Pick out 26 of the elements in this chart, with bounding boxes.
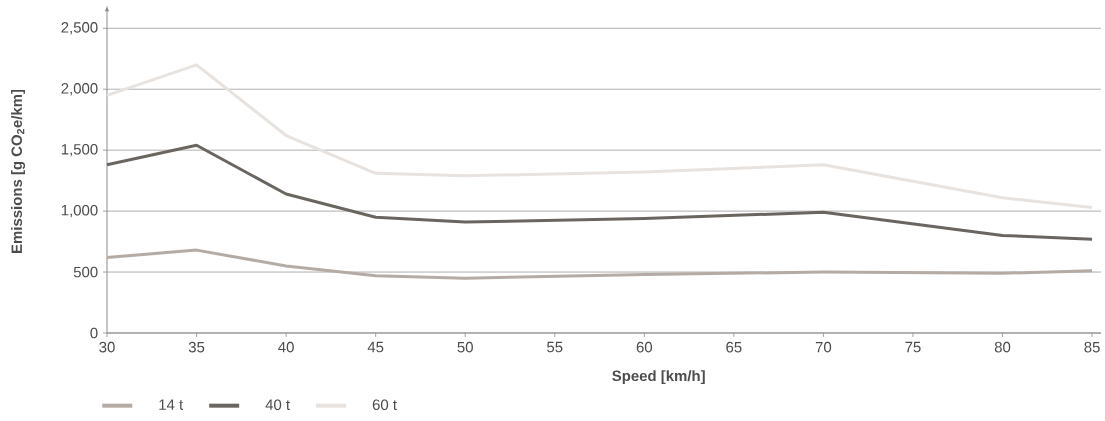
y-tick-label: 2,500 [61, 22, 98, 35]
y-tick-label: 1,500 [61, 143, 98, 157]
line-series [105, 248, 1094, 280]
x-tick-label: 40 [278, 341, 294, 353]
legend-label: 40 t [265, 399, 290, 410]
x-tick-label: 85 [1084, 341, 1100, 353]
y-tick-label: 2,000 [61, 83, 98, 96]
x-tick-label: 60 [636, 341, 653, 353]
legend-label: 14 t [159, 399, 184, 410]
legend-label: 60 t [372, 399, 397, 410]
x-tick-label: 80 [994, 341, 1011, 353]
x-axis-title: Speed [km/h] [612, 370, 705, 385]
x-tick-label: 70 [815, 341, 832, 353]
x-tick-label: 75 [905, 341, 921, 353]
x-tick-label: 35 [188, 341, 205, 353]
line-series [105, 63, 1094, 209]
x-tick-label: 65 [726, 341, 742, 353]
x-tick-label: 55 [547, 341, 563, 353]
y-tick-label: 0 [90, 327, 98, 339]
y-tick-label: 500 [73, 266, 98, 278]
y-tick-label: 1,000 [61, 204, 98, 218]
x-tick-label: 30 [99, 341, 115, 353]
x-tick-label: 50 [457, 341, 473, 353]
x-tick-label: 45 [367, 341, 384, 353]
line-series [105, 143, 1094, 241]
y-axis-title: Emissions [g CO$_{2}$e/km] [11, 89, 26, 253]
